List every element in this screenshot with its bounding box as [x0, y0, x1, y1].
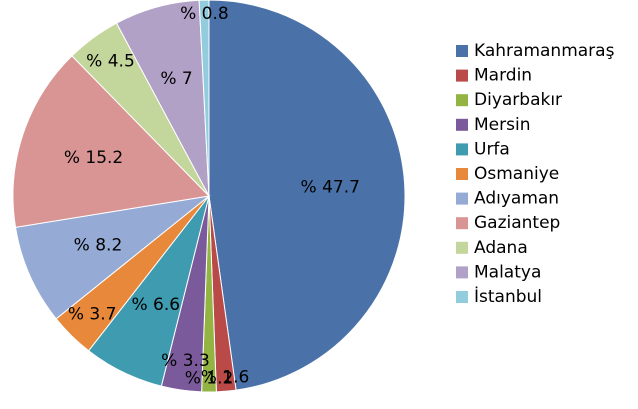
data-label: % 4.5 [86, 52, 135, 72]
data-label: % 1.2 [185, 368, 234, 388]
legend-swatch [456, 168, 468, 180]
pie-slice [14, 195, 211, 320]
legend-label: Osmaniye [474, 164, 559, 184]
legend-label: İstanbul [474, 286, 542, 307]
data-label: % 15.2 [64, 148, 123, 168]
legend-swatch [456, 94, 468, 107]
legend-label: Adana [474, 238, 528, 258]
pie-slice [198, 0, 210, 197]
legend-label: Kahramanmaraş [474, 41, 615, 61]
legend-label: Malatya [474, 262, 541, 282]
data-label: % 3.3 [161, 351, 210, 371]
legend-swatch [456, 143, 468, 156]
legend-label: Adıyaman [474, 189, 559, 209]
data-label: % 6.6 [131, 295, 180, 315]
legend-label: Diyarbakır [474, 90, 562, 110]
pie-slice [208, 0, 406, 391]
legend-label: Gaziantep [474, 213, 560, 233]
legend-swatch [456, 241, 468, 254]
data-label: % 8.2 [74, 235, 123, 255]
legend-swatch [456, 291, 468, 303]
pie-slice [12, 55, 211, 228]
data-label: % 47.7 [301, 178, 360, 198]
legend-swatch [456, 118, 468, 131]
legend-swatch [456, 217, 468, 230]
data-label: % 7 [160, 69, 192, 89]
data-label: % 1.6 [201, 368, 250, 388]
legend-swatch [456, 45, 468, 57]
legend-swatch [456, 266, 468, 279]
legend-swatch [456, 69, 468, 82]
data-label: % 0.8 [180, 4, 229, 24]
legend-label: Mersin [474, 115, 530, 135]
legend-label: Urfa [474, 139, 510, 159]
data-label: % 3.7 [68, 305, 117, 325]
legend-label: Mardin [474, 66, 532, 86]
legend-swatch [456, 192, 468, 205]
